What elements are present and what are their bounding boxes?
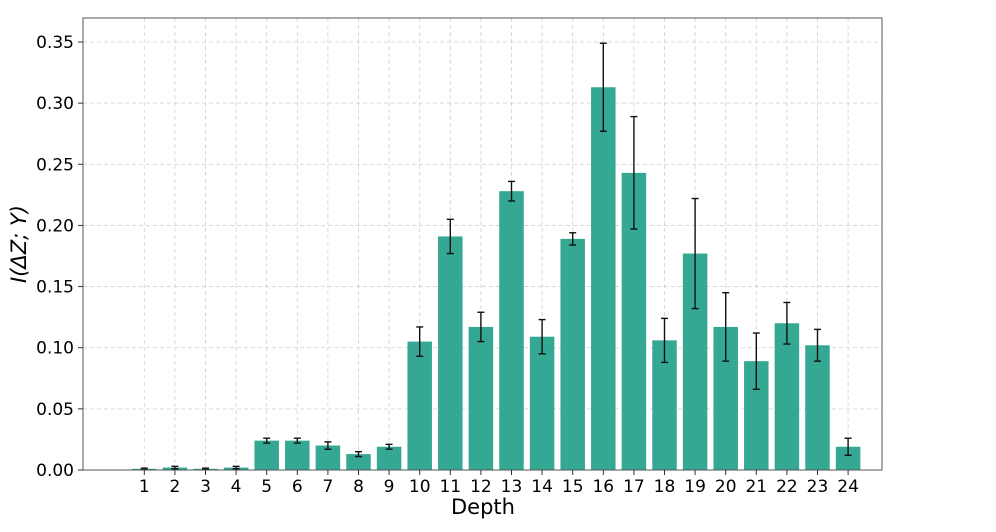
x-tick-label: 1 [139,477,150,497]
bar [407,341,432,470]
y-tick-label: 0.20 [36,216,74,236]
x-tick-label: 10 [409,477,431,497]
y-tick-label: 0.15 [36,278,74,298]
x-tick-label: 12 [470,477,492,497]
y-axis-label: I(ΔZ; Y) [7,205,31,283]
bar [499,191,524,470]
x-axis-label: Depth [451,495,515,519]
x-tick-label: 13 [501,477,523,497]
bar [560,238,585,470]
y-tick-label: 0.25 [36,155,74,175]
x-tick-label: 3 [200,477,211,497]
y-tick-label: 0.00 [36,461,74,481]
y-tick-label: 0.30 [36,94,74,114]
bar [346,454,371,470]
x-tick-label: 14 [531,477,553,497]
x-tick-label: 16 [592,477,614,497]
x-tick-label: 20 [715,477,737,497]
x-tick-label: 4 [231,477,242,497]
x-axis-ticks: 1 2 3 4 5 6 7 8 9 10 11 12 13 14 15 16 17 18 19 20 21 22 23 24 [139,470,859,497]
bar [805,345,830,470]
bars [132,87,861,471]
x-tick-label: 8 [353,477,364,497]
y-tick-label: 0.35 [36,33,74,53]
x-tick-label: 23 [807,477,829,497]
bar [529,336,555,470]
bar [438,236,463,470]
x-tick-label: 5 [261,477,272,497]
bar [285,440,310,470]
y-axis-ticks: 0.00 0.05 0.10 0.15 0.20 0.25 0.30 0.35 [36,33,83,481]
bar [254,440,279,470]
bar [774,323,800,470]
x-tick-label: 24 [837,477,859,497]
bar [376,446,402,470]
x-tick-label: 2 [169,477,180,497]
y-tick-label: 0.10 [36,339,74,359]
x-tick-label: 9 [384,477,395,497]
x-tick-label: 7 [322,477,333,497]
x-tick-label: 22 [776,477,798,497]
bar [591,87,616,470]
x-tick-label: 15 [562,477,584,497]
x-tick-label: 6 [292,477,303,497]
x-tick-label: 17 [623,477,645,497]
bar [468,326,494,470]
error-bars [140,42,852,471]
x-tick-label: 11 [439,477,461,497]
x-tick-label: 18 [654,477,676,497]
x-tick-label: 19 [684,477,706,497]
plot-frame [82,17,883,471]
x-tick-label: 21 [745,477,767,497]
y-tick-label: 0.05 [36,400,74,420]
bar [835,446,861,470]
